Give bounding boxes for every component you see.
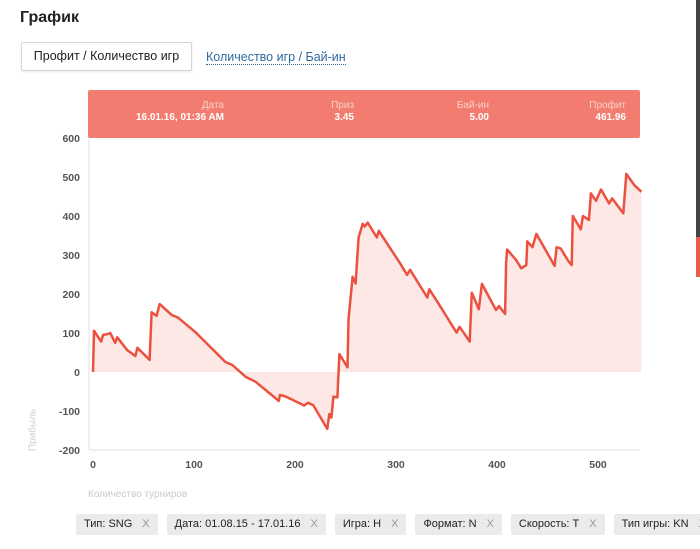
x-tick-label: 300 <box>387 459 405 471</box>
filter-chip-game[interactable]: Игра: H X <box>334 514 407 535</box>
scrollbar-track[interactable] <box>696 0 700 237</box>
x-axis-label: Количество турниров <box>88 489 188 500</box>
tooltip-prize: Приз 3.45 <box>331 100 354 124</box>
tab-profit-games[interactable]: Профит / Количество игр <box>21 42 192 71</box>
close-icon[interactable]: X <box>699 514 700 535</box>
page-title: График <box>20 9 79 26</box>
y-tick-label: 600 <box>62 133 80 145</box>
tooltip-date: Дата 16.01.16, 01:36 AM <box>136 100 224 124</box>
tab-games-buyin[interactable]: Количество игр / Бай-ин <box>206 50 346 65</box>
chart-tooltip: Дата 16.01.16, 01:36 AM Приз 3.45 Бай-ин… <box>88 90 640 138</box>
close-icon[interactable]: X <box>589 518 597 530</box>
profit-area <box>93 173 642 429</box>
filter-chip-label: Формат: N <box>423 518 477 530</box>
tooltip-profit-label: Профит <box>589 100 626 111</box>
tooltip-prize-label: Приз <box>331 100 354 111</box>
filter-chip-label: Тип: SNG <box>84 518 133 530</box>
close-icon[interactable]: X <box>142 518 150 530</box>
filter-chip-type[interactable]: Тип: SNG X <box>76 514 158 535</box>
x-tick-label: 200 <box>286 459 304 471</box>
filter-chip-label: Дата: 01.08.15 - 17.01.16 <box>174 518 301 530</box>
filter-chip-format[interactable]: Формат: N X <box>415 514 502 535</box>
y-tick-label: -100 <box>59 406 80 418</box>
filter-chip-label: Тип игры: KN <box>621 518 689 530</box>
y-tick-label: 500 <box>62 172 80 184</box>
filter-chip-date[interactable]: Дата: 01.08.15 - 17.01.16 X <box>166 514 326 535</box>
close-icon[interactable]: X <box>310 518 318 530</box>
tooltip-buyin-label: Бай-ин <box>456 100 489 111</box>
scrollbar-thumb[interactable] <box>696 237 700 277</box>
filter-chip-label: Скорость: T <box>518 518 580 530</box>
tooltip-buyin-value: 5.00 <box>469 112 489 123</box>
y-tick-label: 300 <box>62 250 80 262</box>
tooltip-profit: Профит 461.96 <box>589 100 626 124</box>
tooltip-prize-value: 3.45 <box>334 112 354 123</box>
filter-chips: Тип: SNG X Дата: 01.08.15 - 17.01.16 X Игр… <box>76 514 700 535</box>
profit-line <box>91 172 643 431</box>
close-icon[interactable]: X <box>391 518 399 530</box>
y-tick-label: 400 <box>62 211 80 223</box>
tooltip-date-value: 16.01.16, 01:36 AM <box>135 112 224 123</box>
x-tick-label: 400 <box>488 459 506 471</box>
close-icon[interactable]: X <box>486 518 494 530</box>
y-tick-label: 200 <box>62 289 80 301</box>
tooltip-profit-value: 461.96 <box>595 112 626 123</box>
x-tick-label: 500 <box>589 459 607 471</box>
x-tick-label: 0 <box>90 459 96 471</box>
y-tick-label: 100 <box>62 328 80 340</box>
filter-chip-label: Игра: H <box>342 518 382 530</box>
tooltip-buyin: Бай-ин 5.00 <box>457 100 489 124</box>
y-tick-label: -200 <box>59 445 80 457</box>
y-tick-label: 0 <box>74 367 80 379</box>
x-tick-label: 100 <box>185 459 203 471</box>
filter-chip-speed[interactable]: Скорость: T X <box>510 514 605 535</box>
y-axis-label: Прибыль <box>27 408 39 452</box>
filter-chip-game-type[interactable]: Тип игры: KN X <box>613 514 700 535</box>
tooltip-date-label: Дата <box>201 100 224 111</box>
